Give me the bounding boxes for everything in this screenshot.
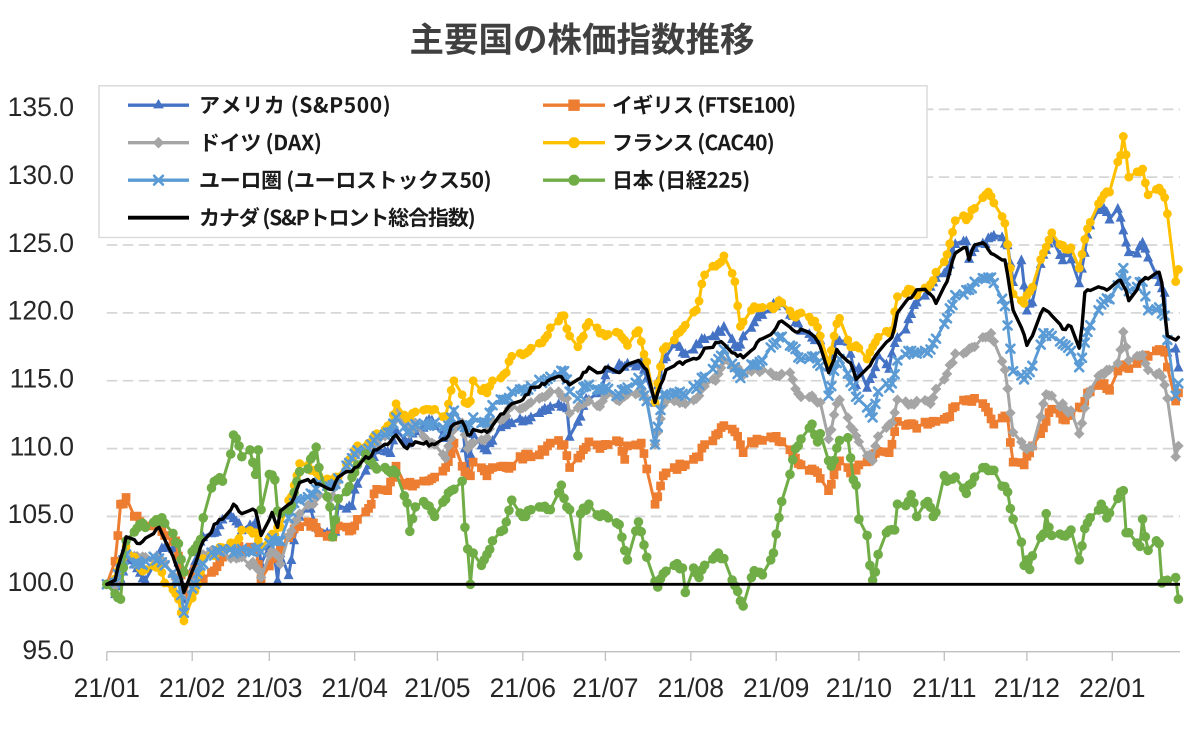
svg-text:21/12: 21/12 xyxy=(994,673,1060,703)
svg-text:21/04: 21/04 xyxy=(322,673,388,703)
svg-text:130.0: 130.0 xyxy=(8,160,74,190)
svg-text:100.0: 100.0 xyxy=(8,567,74,597)
svg-text:21/10: 21/10 xyxy=(826,673,892,703)
svg-text:21/01: 21/01 xyxy=(74,673,140,703)
svg-text:95.0: 95.0 xyxy=(22,635,74,665)
svg-text:21/06: 21/06 xyxy=(490,673,556,703)
svg-text:115.0: 115.0 xyxy=(10,364,74,394)
svg-text:110.0: 110.0 xyxy=(10,431,74,461)
svg-text:22/01: 22/01 xyxy=(1079,673,1145,703)
svg-text:21/03: 21/03 xyxy=(236,673,302,703)
svg-text:120.0: 120.0 xyxy=(8,296,74,326)
svg-text:21/09: 21/09 xyxy=(743,673,809,703)
svg-text:125.0: 125.0 xyxy=(8,228,74,258)
svg-text:105.0: 105.0 xyxy=(8,499,74,529)
svg-text:21/07: 21/07 xyxy=(572,673,638,703)
svg-text:21/05: 21/05 xyxy=(404,673,470,703)
svg-text:21/02: 21/02 xyxy=(159,673,225,703)
svg-text:21/11: 21/11 xyxy=(912,673,976,703)
svg-text:135.0: 135.0 xyxy=(8,92,74,122)
svg-text:21/08: 21/08 xyxy=(658,673,724,703)
